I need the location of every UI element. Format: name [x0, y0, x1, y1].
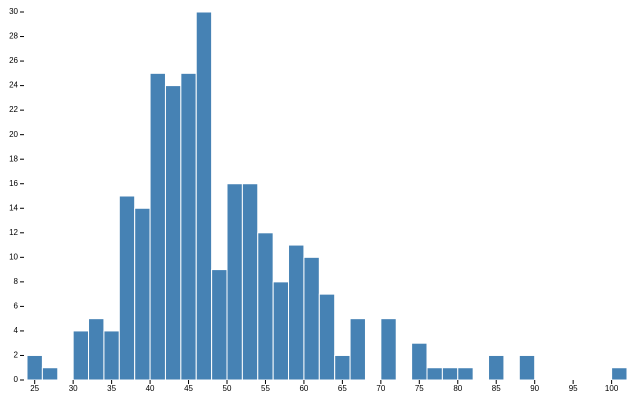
- x-tick-label: 70: [376, 384, 385, 393]
- y-tick-label: 4: [14, 326, 19, 335]
- bar: [303, 256, 320, 381]
- bar: [611, 367, 628, 381]
- x-tick-label: 30: [69, 384, 78, 393]
- bar: [211, 269, 228, 381]
- bar: [318, 293, 336, 381]
- bar: [411, 342, 428, 381]
- y-tick-label: 6: [14, 302, 19, 311]
- y-tick-label: 26: [9, 56, 18, 65]
- y-tick-label: 0: [14, 375, 19, 384]
- x-tick-label: 25: [30, 384, 39, 393]
- x-tick-label: 80: [453, 384, 462, 393]
- bar: [426, 367, 443, 381]
- y-tick-label: 22: [9, 105, 18, 114]
- y-tick-label: 14: [9, 203, 18, 212]
- bar: [488, 354, 505, 381]
- x-tick-label: 65: [338, 384, 347, 393]
- bar: [288, 244, 305, 381]
- bar: [149, 72, 166, 381]
- y-tick-label: 8: [14, 277, 19, 286]
- bar: [272, 281, 290, 381]
- bar: [134, 207, 151, 381]
- bar: [88, 318, 105, 381]
- x-tick-label: 95: [569, 384, 578, 393]
- bar: [41, 367, 59, 381]
- y-tick-label: 20: [9, 130, 18, 139]
- y-tick-label: 18: [9, 154, 18, 163]
- bar: [103, 330, 120, 381]
- bar: [334, 354, 351, 381]
- bar: [518, 354, 536, 381]
- x-tick-label: 60: [299, 384, 308, 393]
- bar: [118, 195, 136, 381]
- bar: [349, 318, 366, 381]
- bar: [457, 367, 474, 381]
- bar: [241, 183, 259, 381]
- y-tick-label: 10: [9, 252, 18, 261]
- y-tick-label: 16: [9, 179, 18, 188]
- y-tick-label: 12: [9, 228, 18, 237]
- x-tick-label: 85: [492, 384, 501, 393]
- x-tick-label: 35: [107, 384, 116, 393]
- y-tick-label: 30: [9, 7, 18, 16]
- x-tick-label: 50: [223, 384, 232, 393]
- y-tick-label: 2: [14, 351, 19, 360]
- x-tick-label: 45: [184, 384, 193, 393]
- bar: [164, 85, 182, 381]
- x-tick-label: 100: [605, 384, 619, 393]
- bar: [26, 354, 43, 381]
- bar: [226, 183, 243, 381]
- bar: [195, 11, 213, 381]
- y-tick-label: 28: [9, 32, 18, 41]
- x-tick-label: 90: [530, 384, 539, 393]
- bar: [380, 318, 397, 381]
- bar: [72, 330, 90, 381]
- x-tick-label: 40: [146, 384, 155, 393]
- x-tick-label: 55: [261, 384, 270, 393]
- bar: [257, 232, 274, 381]
- x-tick-label: 75: [415, 384, 424, 393]
- bar: [441, 367, 459, 381]
- bar: [180, 72, 197, 381]
- y-tick-label: 24: [9, 81, 18, 90]
